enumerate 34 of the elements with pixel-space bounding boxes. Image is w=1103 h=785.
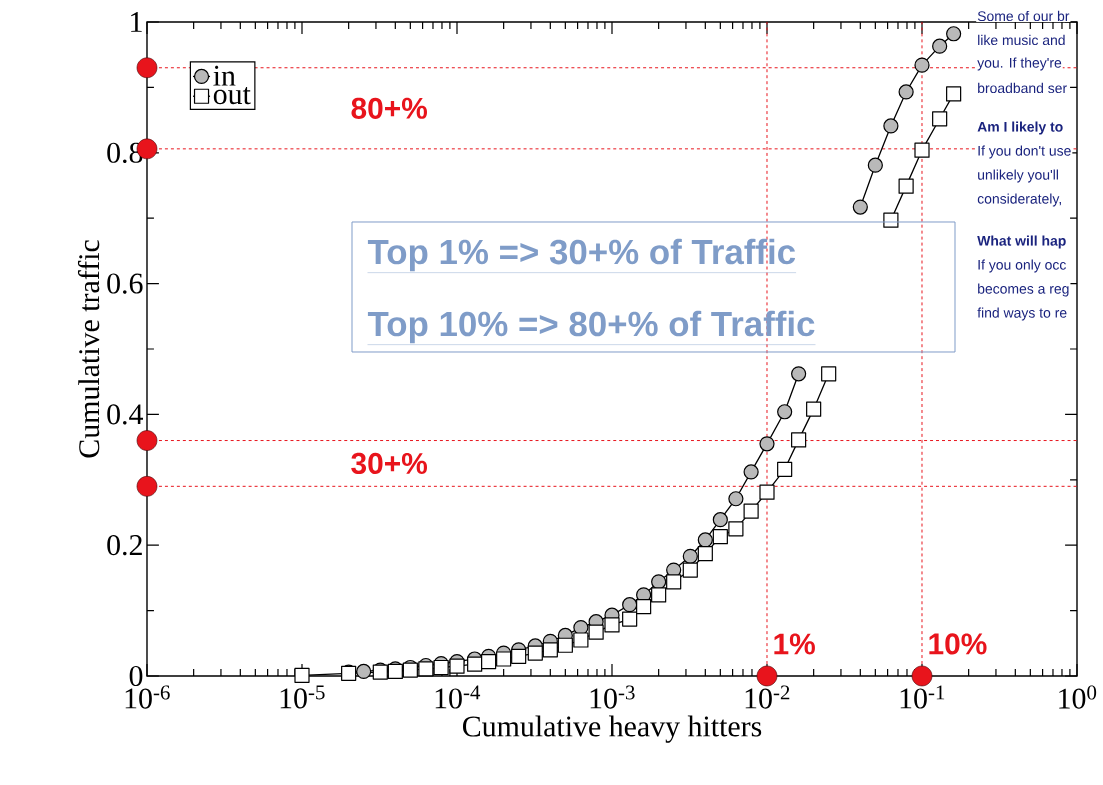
annotation: becomes a reg <box>978 283 1069 297</box>
annotation: 10% <box>929 633 987 655</box>
legend-label: out <box>213 87 251 105</box>
annotation: Top 10% => 80+% of Traffic <box>367 310 815 344</box>
x-tick-label: 10$^{-4}$ <box>435 685 481 709</box>
annotation: 1% <box>774 633 815 655</box>
legend-label: in <box>213 65 236 86</box>
y-tick-label: 0 <box>129 665 143 687</box>
annotation: 80+% <box>351 97 427 119</box>
annotation: broadband ser <box>978 82 1067 94</box>
y-tick-label: 1 <box>131 12 142 32</box>
x-tick-label: 10$^{-5}$ <box>280 685 325 709</box>
x-tick-label: 10$^{-1}$ <box>900 685 945 709</box>
x-tick-label: 10$^{0}$ <box>1059 685 1097 709</box>
x-tick-label: 10$^{-6}$ <box>125 685 170 709</box>
annotation: What will hap <box>977 235 1066 249</box>
annotation: If you only occ <box>978 259 1066 273</box>
annotation: If you don't use <box>978 145 1071 159</box>
annotation: 30+% <box>351 452 427 475</box>
x-tick-label: 10$^{-3}$ <box>590 685 635 709</box>
y-tick-label: 0.6 <box>107 273 143 294</box>
annotation: Am I likely to <box>977 121 1063 135</box>
annotation: you. If they're <box>977 57 1062 71</box>
y-tick-label: 0.2 <box>107 535 142 556</box>
x-tick-label: 10$^{-2}$ <box>745 685 790 709</box>
annotation: Top 1% => 30+% of Traffic <box>367 238 796 272</box>
y-tick-label: 0.4 <box>107 404 144 425</box>
annotation: unlikely you'll <box>978 169 1058 183</box>
text: Some of our br <box>977 10 1070 22</box>
annotation: considerately, <box>977 193 1061 207</box>
y-axis-title: Cumulative traffic <box>77 240 100 458</box>
annotation: find ways to re <box>977 307 1067 321</box>
annotation: like music and <box>978 34 1065 46</box>
x-axis-title: Cumulative heavy hitters <box>462 715 762 743</box>
